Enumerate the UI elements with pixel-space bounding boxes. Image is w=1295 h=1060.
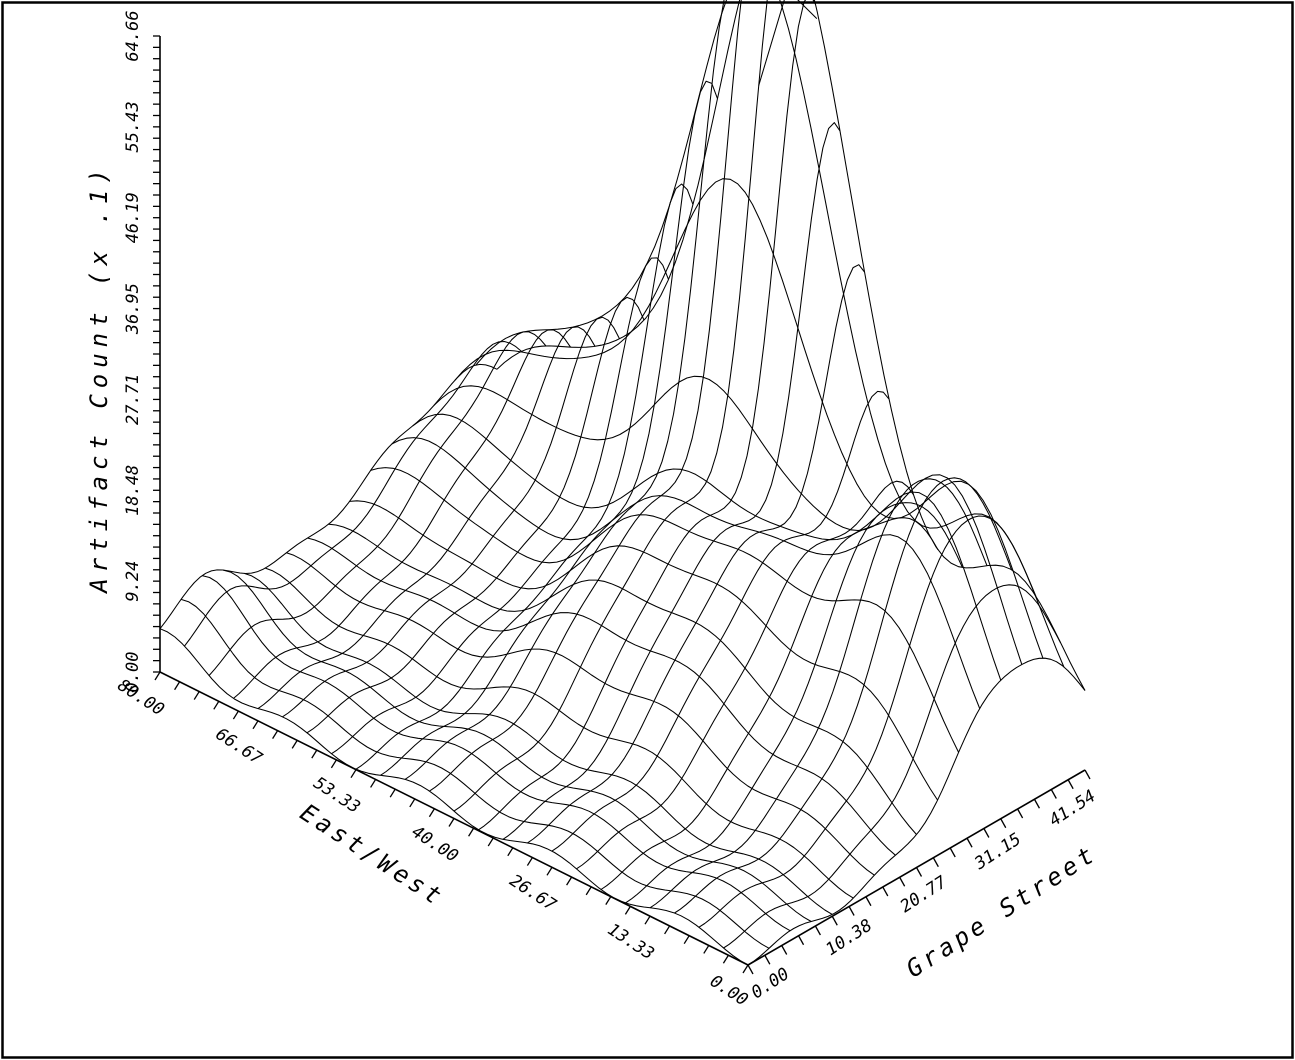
x-axis-tick — [409, 798, 416, 808]
mesh-line-grape-street — [454, 178, 1044, 659]
mesh-line-grape-street — [391, 437, 981, 709]
x-axis-tick — [487, 837, 494, 847]
y-axis-tick — [831, 915, 838, 926]
y-axis-tick — [764, 954, 771, 965]
y-axis-tick — [1017, 808, 1024, 819]
x-axis-tick — [605, 896, 612, 905]
z-tick-label: 36.95 — [123, 283, 143, 335]
mesh-line-grape-street — [286, 552, 875, 876]
z-tick-label: 9.24 — [123, 561, 143, 602]
x-axis-tick — [370, 779, 377, 788]
x-axis-tick — [566, 876, 573, 886]
mesh-line-grape-street — [244, 572, 833, 915]
peak-edge — [797, 0, 818, 20]
y-axis-tick — [1050, 789, 1057, 799]
z-tick-label: 18.48 — [123, 465, 143, 516]
x-axis-tick — [330, 759, 337, 769]
y-axis-tick — [1033, 798, 1041, 809]
mesh-line-grape-street — [349, 500, 939, 801]
y-axis-tick — [1000, 818, 1007, 829]
y-axis-tick — [797, 935, 805, 946]
x-axis-tick — [644, 915, 651, 925]
z-tick-label: 55.43 — [123, 101, 143, 152]
y-axis-tick — [1084, 769, 1091, 780]
x-axis-tick — [526, 857, 533, 866]
x-axis-tick — [154, 671, 161, 681]
x-axis-tick — [742, 964, 749, 974]
y-axis-tick — [882, 886, 889, 897]
x-axis-tick — [428, 808, 435, 818]
peak-edge — [758, 0, 785, 86]
z-tick-label: 27.71 — [123, 374, 143, 425]
mesh-line-grape-street — [328, 523, 917, 835]
z-axis-label: Artifact Count (x .1) — [85, 163, 113, 594]
y-axis-tick — [747, 964, 754, 975]
mesh-line-grape-street — [223, 569, 812, 922]
mesh-line-grape-street — [180, 598, 770, 949]
y-axis-tick — [932, 857, 939, 868]
y-axis-tick — [983, 828, 990, 838]
x-axis-tick — [174, 681, 181, 691]
x-axis-tick — [624, 906, 631, 915]
mesh-line-grape-street — [307, 537, 896, 856]
mesh-line-grape-street — [433, 375, 1023, 665]
y-axis-tick — [848, 906, 855, 916]
mesh-line-east-west — [159, 363, 498, 630]
y-axis-tick — [949, 847, 956, 858]
x-axis-tick — [272, 730, 279, 739]
y-axis-tick — [865, 896, 872, 907]
mesh-line-grape-street — [201, 575, 791, 932]
mesh-line-grape-street — [159, 628, 749, 966]
y-axis-tick — [915, 867, 923, 877]
x-axis-tick — [193, 691, 200, 700]
y-axis-tick — [966, 837, 973, 848]
surface-mesh — [159, 0, 1086, 966]
x-axis-tick — [252, 720, 259, 730]
x-axis-tick — [703, 945, 710, 954]
mesh-line-grape-street — [265, 567, 854, 899]
x-axis-tick — [585, 886, 592, 896]
x-axis-tick — [546, 866, 553, 876]
x-axis-tick — [664, 925, 671, 935]
x-axis-tick — [448, 818, 455, 827]
mesh-line-grape-street — [496, 0, 1086, 691]
y-axis-tick — [781, 945, 788, 955]
x-axis-tick — [468, 827, 475, 837]
mesh-line-grape-street — [475, 0, 1065, 668]
x-axis-tick — [683, 935, 690, 945]
y-axis-tick — [814, 925, 821, 936]
y-axis-tick — [1067, 779, 1074, 790]
x-axis-tick — [311, 749, 318, 759]
x-axis-tick — [350, 769, 357, 779]
x-axis-tick — [722, 954, 729, 964]
x-axis-tick — [213, 700, 220, 710]
mesh-line-grape-street — [370, 467, 960, 753]
x-axis-tick — [291, 740, 298, 749]
x-axis-tick — [507, 847, 514, 857]
z-tick-label: 46.19 — [123, 192, 143, 243]
x-axis-tick — [232, 710, 239, 720]
z-tick-label: 0.00 — [123, 652, 143, 693]
z-tick-label: 64.66 — [123, 10, 143, 61]
y-axis-tick — [899, 876, 906, 887]
x-axis-tick — [389, 788, 396, 798]
mesh-line-grape-street — [412, 413, 1002, 681]
